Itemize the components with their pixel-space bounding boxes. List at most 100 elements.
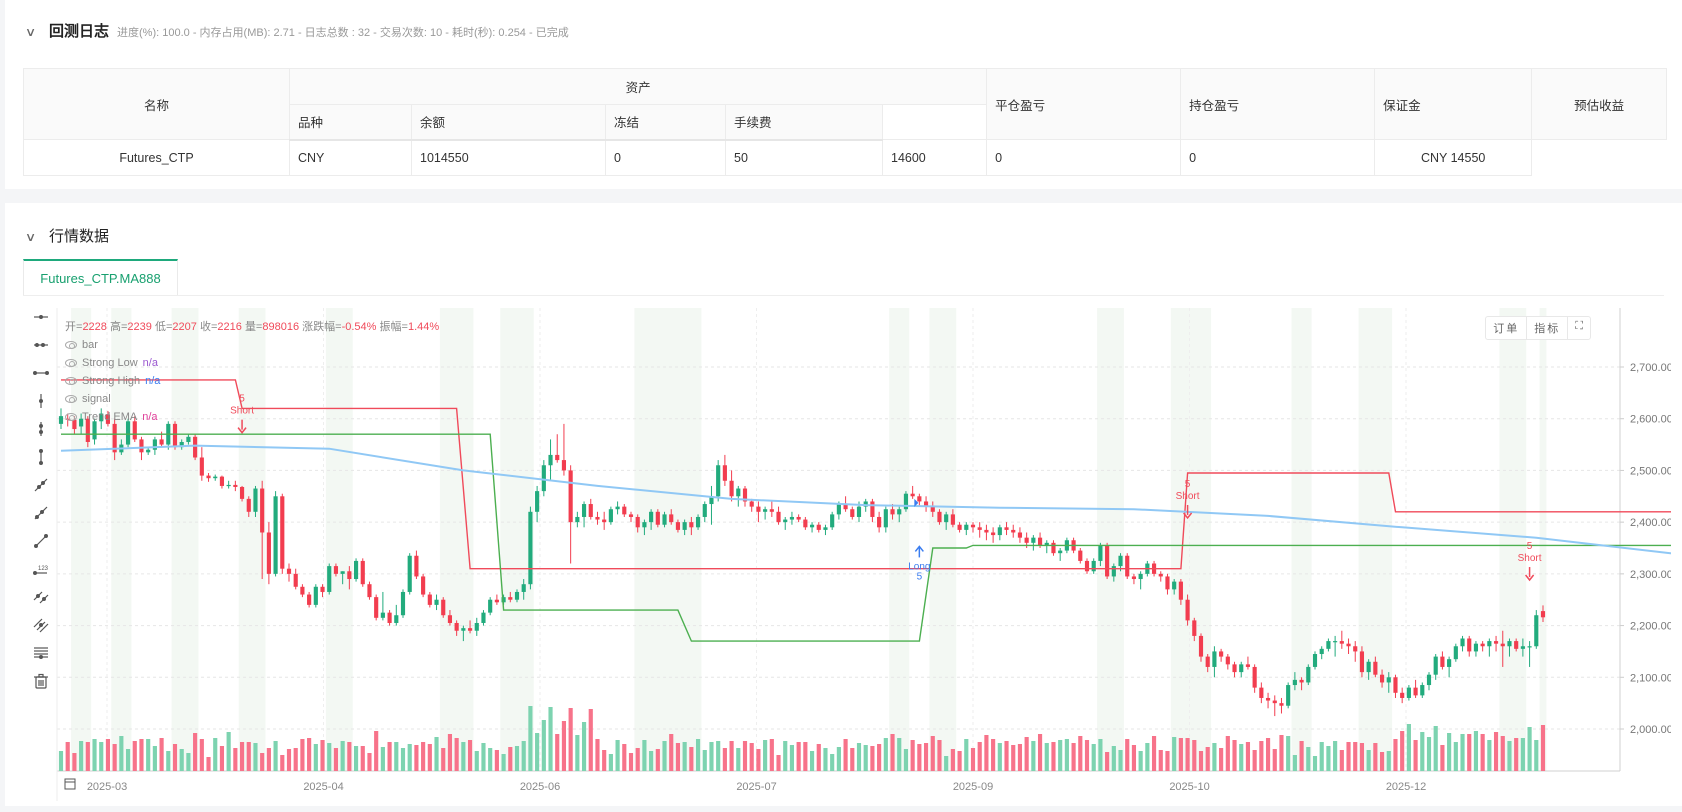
price-axis-label: 2,000.00	[1630, 724, 1671, 736]
orders-button[interactable]: 订单	[1486, 317, 1528, 339]
svg-text:5: 5	[239, 394, 245, 405]
svg-text:123: 123	[38, 566, 49, 572]
cell-frozen: 0	[605, 139, 726, 176]
session-shade	[1499, 308, 1527, 771]
legend-item-bar[interactable]: bar	[65, 336, 160, 354]
col-assets: 资产	[288, 68, 988, 105]
session-shade	[238, 308, 266, 771]
chevron-down-icon[interactable]: ∨	[24, 25, 37, 39]
horizontal-segment-icon[interactable]	[27, 359, 55, 387]
session-shade	[500, 308, 534, 771]
strong-high-line	[61, 379, 1671, 570]
drawing-toolbar: 123	[27, 303, 55, 695]
eye-icon[interactable]	[65, 359, 77, 367]
session-shade	[889, 308, 910, 771]
trend-line-icon[interactable]	[27, 471, 55, 499]
vertical-ray-icon[interactable]	[27, 415, 55, 443]
ohlc-readout: 开=2228 高=2239 低=2207 收=2216 量=898016 涨跌幅…	[65, 321, 440, 333]
candles	[58, 408, 1546, 717]
date-axis-label: 2025-10	[1169, 781, 1209, 793]
ray-line-icon[interactable]	[27, 499, 55, 527]
calendar-icon[interactable]	[64, 778, 76, 790]
svg-text:Short: Short	[1176, 491, 1200, 502]
svg-text:Short: Short	[1518, 553, 1542, 564]
session-shade	[1539, 308, 1547, 771]
eye-icon[interactable]	[65, 341, 77, 349]
price-grid: 2,000.00 2,100.00 2,200.00 2,300.00 2,400.00…	[57, 362, 1671, 736]
backtest-status: 进度(%): 100.0 - 内存占用(MB): 2.71 - 日志总数 : 3…	[117, 27, 569, 39]
segment-line-icon[interactable]	[27, 527, 55, 555]
cell-variety: CNY	[289, 139, 412, 176]
col-variety: 品种	[289, 104, 412, 141]
table-row: Futures_CTP CNY 1014550 0 50 14600 0 0 C…	[23, 139, 1667, 176]
svg-text:Long: Long	[908, 561, 930, 572]
date-axis-label: 2025-03	[87, 781, 127, 793]
tab-futures-ctp-ma888[interactable]: Futures_CTP.MA888	[23, 259, 178, 295]
parallel-channel-icon[interactable]	[27, 583, 55, 611]
chart-canvas[interactable]: 2,000.00 2,100.00 2,200.00 2,300.00 2,400.00…	[51, 308, 1671, 803]
indicators-button[interactable]: 指标	[1527, 317, 1569, 339]
backtest-log-header[interactable]: ∨ 回测日志 进度(%): 100.0 - 内存占用(MB): 2.71 - 日…	[24, 20, 569, 41]
tab-divider	[23, 295, 1664, 296]
chart-controls: 订单 指标 ⛶	[1485, 316, 1591, 340]
legend-item-strong-high[interactable]: Strong High n/a	[65, 372, 160, 390]
market-data-card: ∨ 行情数据 Futures_CTP.MA888 123 2,000.00 2,1…	[5, 203, 1682, 806]
session-shade	[1358, 308, 1393, 771]
price-axis-label: 2,200.00	[1630, 621, 1671, 633]
col-frozen: 冻结	[605, 104, 726, 141]
date-axis-label: 2025-06	[520, 781, 560, 793]
vertical-line-icon[interactable]	[27, 387, 55, 415]
trend-ema-line	[60, 444, 1671, 555]
cell-position-pnl: 0	[986, 139, 1182, 176]
cell-balance: 1014550	[411, 139, 606, 176]
svg-text:5: 5	[1185, 479, 1191, 490]
date-axis-label: 2025-09	[953, 781, 993, 793]
legend-item-signal[interactable]: signal	[65, 390, 160, 408]
date-axis-label: 2025-07	[736, 781, 776, 793]
legend-item-trend-ema[interactable]: Trend EMA n/a	[65, 408, 160, 426]
col-est-profit: 预估收益	[1531, 68, 1667, 140]
price-channel-icon[interactable]	[27, 611, 55, 639]
indicator-legend: bar Strong Low n/a Strong High n/a signa…	[65, 336, 160, 426]
price-axis-label: 2,500.00	[1630, 465, 1671, 477]
svg-text:5: 5	[917, 571, 923, 582]
horizontal-line-icon[interactable]	[27, 303, 55, 331]
cell-closed-pnl: 14600	[881, 139, 988, 176]
vertical-segment-icon[interactable]	[27, 443, 55, 471]
price-axis-label: 2,100.00	[1630, 672, 1671, 684]
section-title: 回测日志	[49, 23, 110, 40]
col-fee: 手续费	[725, 104, 883, 141]
eye-icon[interactable]	[65, 413, 77, 421]
cell-est-profit: CNY 14550	[1374, 139, 1533, 176]
assets-table: 名称 资产 平仓盈亏 持仓盈亏 保证金 预估收益 品种 余额 冻结 手续费 Fu…	[23, 68, 1667, 176]
fullscreen-icon[interactable]: ⛶	[1575, 320, 1583, 332]
svg-text:Short: Short	[230, 406, 254, 417]
fibonacci-icon[interactable]	[27, 639, 55, 667]
candlestick-chart[interactable]: 2,000.00 2,100.00 2,200.00 2,300.00 2,400.00…	[51, 308, 1671, 803]
session-shade	[929, 308, 957, 771]
session-shade	[1097, 308, 1124, 771]
legend-item-strong-low[interactable]: Strong Low n/a	[65, 354, 160, 372]
session-shade	[1170, 308, 1212, 771]
eye-icon[interactable]	[65, 377, 77, 385]
col-closed-pnl: 平仓盈亏	[986, 68, 1182, 140]
price-axis-label: 2,400.00	[1630, 517, 1671, 529]
trash-icon[interactable]	[27, 667, 55, 695]
chevron-down-icon[interactable]: ∨	[24, 230, 37, 244]
col-name: 名称	[23, 68, 290, 140]
price-axis-label: 2,600.00	[1630, 414, 1671, 426]
price-label-icon[interactable]: 123	[27, 555, 55, 583]
cell-name: Futures_CTP	[23, 139, 290, 176]
price-axis-label: 2,700.00	[1630, 362, 1671, 374]
price-axis-label: 2,300.00	[1630, 569, 1671, 581]
volume-bars	[58, 706, 1546, 771]
strong-low-line	[61, 433, 1671, 642]
eye-icon[interactable]	[65, 395, 77, 403]
horizontal-ray-icon[interactable]	[27, 331, 55, 359]
market-data-header[interactable]: ∨ 行情数据	[24, 225, 109, 246]
date-axis-label: 2025-04	[303, 781, 343, 793]
